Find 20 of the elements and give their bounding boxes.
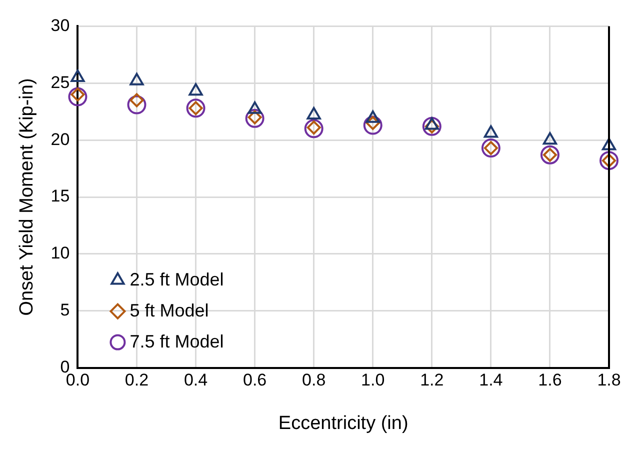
legend-label: 2.5 ft Model	[130, 269, 224, 290]
x-tick-label: 0.4	[184, 370, 208, 390]
x-tick-label: 1.6	[538, 370, 562, 390]
x-tick-label: 0.2	[124, 370, 149, 390]
y-tick-label: 30	[50, 16, 70, 35]
y-tick-label: 15	[50, 186, 70, 206]
y-tick-label: 25	[50, 72, 70, 92]
y-tick-label: 20	[50, 130, 70, 149]
x-tick-label: 0.8	[302, 370, 326, 390]
x-axis-title: Eccentricity (in)	[278, 412, 408, 434]
legend-label: 5 ft Model	[130, 300, 209, 320]
x-tick-label: 1.8	[597, 370, 621, 390]
x-tick-label: 1.4	[479, 370, 503, 390]
y-tick-label: 10	[50, 244, 70, 263]
x-tick-label: 1.0	[361, 370, 385, 390]
y-axis-title: Onset Yield Moment (Kip-in)	[16, 78, 38, 316]
x-tick-label: 1.2	[420, 370, 444, 390]
x-tick-label: 0.6	[242, 370, 267, 390]
legend-label: 7.5 ft Model	[130, 331, 224, 352]
y-tick-label: 5	[60, 300, 70, 320]
